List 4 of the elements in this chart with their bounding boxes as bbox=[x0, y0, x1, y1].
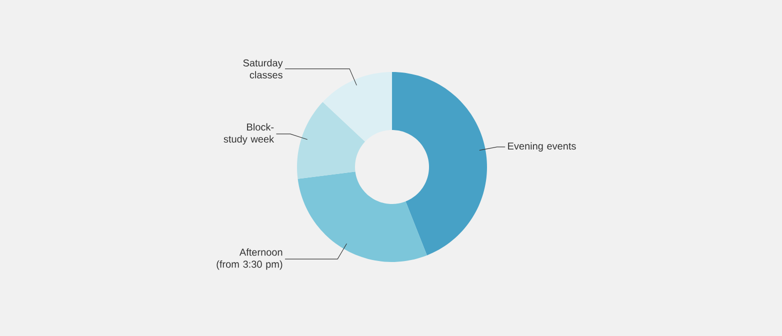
slice-label: Afternoon (from 3:30 pm) bbox=[216, 248, 282, 270]
slice-label: Saturday classes bbox=[243, 59, 283, 78]
slice-label: Block-study week bbox=[224, 123, 274, 145]
slice-label: Evening events bbox=[508, 142, 576, 152]
